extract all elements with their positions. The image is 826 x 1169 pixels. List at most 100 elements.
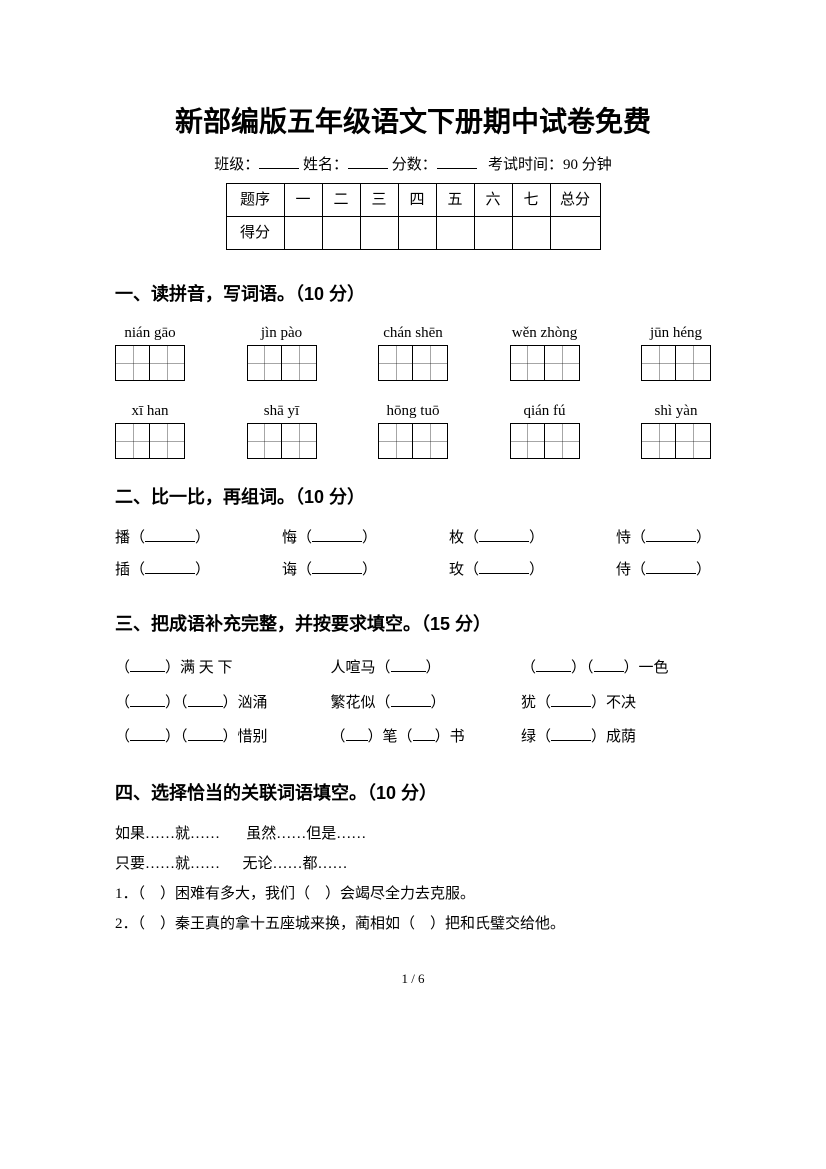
blank[interactable] xyxy=(479,528,529,542)
write-box[interactable] xyxy=(247,345,317,381)
page-footer: 1 / 6 xyxy=(115,969,711,990)
pinyin-label: hōng tuō xyxy=(387,399,440,423)
cell-header: 题序 xyxy=(226,183,284,216)
class-label: 班级： xyxy=(214,157,259,173)
section-3-title: 三、把成语补充完整，并按要求填空。（15 分） xyxy=(115,610,711,639)
name-blank[interactable] xyxy=(348,155,388,169)
blank[interactable] xyxy=(646,528,696,542)
score-blank[interactable] xyxy=(437,155,477,169)
write-box[interactable] xyxy=(115,423,185,459)
cell-blank[interactable] xyxy=(550,216,600,249)
cell-blank[interactable] xyxy=(322,216,360,249)
blank[interactable] xyxy=(594,658,624,672)
blank[interactable] xyxy=(551,693,591,707)
write-box[interactable] xyxy=(247,423,317,459)
write-box[interactable] xyxy=(115,345,185,381)
blank[interactable] xyxy=(312,528,362,542)
pinyin-group: xī han xyxy=(115,399,185,459)
pinyin-group: wěn zhòng xyxy=(510,321,580,381)
cell-blank[interactable] xyxy=(474,216,512,249)
blank[interactable] xyxy=(312,560,362,574)
pinyin-label: shì yàn xyxy=(655,399,698,423)
pinyin-row-2: xī han shā yī hōng tuō qián fú shì yàn xyxy=(115,399,711,459)
section-4-title: 四、选择恰当的关联词语填空。（10 分） xyxy=(115,779,711,808)
score-label: 分数： xyxy=(392,157,437,173)
q3-item: （）笔（）书 xyxy=(331,720,506,755)
q2-item: 诲（） xyxy=(282,555,377,587)
pinyin-group: nián gāo xyxy=(115,321,185,381)
time-label: 考试时间：90 分钟 xyxy=(488,157,612,173)
cell-header: 得分 xyxy=(226,216,284,249)
name-label: 姓名： xyxy=(303,157,348,173)
pinyin-group: chán shēn xyxy=(378,321,448,381)
q2-item: 悔（） xyxy=(282,523,377,555)
write-box[interactable] xyxy=(378,423,448,459)
write-box[interactable] xyxy=(641,345,711,381)
blank[interactable] xyxy=(188,693,223,707)
cell-blank[interactable] xyxy=(360,216,398,249)
cell: 五 xyxy=(436,183,474,216)
q2-item: 插（） xyxy=(115,555,210,587)
cell-total: 总分 xyxy=(550,183,600,216)
cell: 七 xyxy=(512,183,550,216)
blank[interactable] xyxy=(391,693,431,707)
q3-item: （）满 天 下 xyxy=(115,651,315,686)
blank[interactable] xyxy=(145,560,195,574)
write-box[interactable] xyxy=(510,423,580,459)
cell: 二 xyxy=(322,183,360,216)
cell: 三 xyxy=(360,183,398,216)
cell-blank[interactable] xyxy=(512,216,550,249)
write-box[interactable] xyxy=(641,423,711,459)
class-blank[interactable] xyxy=(259,155,299,169)
page-title: 新部编版五年级语文下册期中试卷免费 xyxy=(115,100,711,145)
blank[interactable] xyxy=(188,727,223,741)
q3-item: （）（）汹涌 xyxy=(115,686,315,721)
q3-item: 绿（）成荫 xyxy=(521,720,711,755)
blank[interactable] xyxy=(413,727,435,741)
write-box[interactable] xyxy=(510,345,580,381)
blank[interactable] xyxy=(391,658,426,672)
pinyin-group: jūn héng xyxy=(641,321,711,381)
q3-item: （）（）一色 xyxy=(521,651,711,686)
blank[interactable] xyxy=(536,658,571,672)
q2-item: 侍（） xyxy=(616,555,711,587)
q4-opt: 只要……就…… xyxy=(115,856,220,872)
score-table: 题序 一 二 三 四 五 六 七 总分 得分 xyxy=(226,183,601,250)
q2-item: 恃（） xyxy=(616,523,711,555)
pinyin-label: xī han xyxy=(131,399,168,423)
table-row: 题序 一 二 三 四 五 六 七 总分 xyxy=(226,183,600,216)
q2-grid: 播（） 悔（） 枚（） 恃（） 插（） 诲（） 玫（） 侍（） xyxy=(115,523,711,586)
cell: 六 xyxy=(474,183,512,216)
cell-blank[interactable] xyxy=(284,216,322,249)
cell-blank[interactable] xyxy=(436,216,474,249)
blank[interactable] xyxy=(130,693,165,707)
cell-blank[interactable] xyxy=(398,216,436,249)
pinyin-label: wěn zhòng xyxy=(512,321,577,345)
blank[interactable] xyxy=(479,560,529,574)
q3-body: （）满 天 下 人喧马（） （）（）一色 （）（）汹涌 繁花似（） 犹（）不决 … xyxy=(115,651,711,755)
q4-body: 如果……就…… 虽然……但是…… 只要……就…… 无论……都…… 1．（ ）困难… xyxy=(115,819,711,939)
table-row: 得分 xyxy=(226,216,600,249)
q4-opt: 如果……就…… xyxy=(115,826,220,842)
q4-line-2: 2．（ ）秦王真的拿十五座城来换，蔺相如（ ）把和氏璧交给他。 xyxy=(115,909,711,939)
blank[interactable] xyxy=(130,727,165,741)
blank[interactable] xyxy=(346,727,368,741)
pinyin-label: nián gāo xyxy=(124,321,175,345)
pinyin-label: shā yī xyxy=(264,399,299,423)
blank[interactable] xyxy=(646,560,696,574)
blank[interactable] xyxy=(145,528,195,542)
write-box[interactable] xyxy=(378,345,448,381)
pinyin-row-1: nián gāo jìn pào chán shēn wěn zhòng jūn… xyxy=(115,321,711,381)
q2-item: 枚（） xyxy=(449,523,544,555)
pinyin-label: jìn pào xyxy=(261,321,302,345)
q4-options-1: 如果……就…… 虽然……但是…… xyxy=(115,819,711,849)
blank[interactable] xyxy=(130,658,165,672)
cell: 四 xyxy=(398,183,436,216)
q2-item: 播（） xyxy=(115,523,210,555)
blank[interactable] xyxy=(551,727,591,741)
pinyin-group: shì yàn xyxy=(641,399,711,459)
q2-item: 玫（） xyxy=(449,555,544,587)
pinyin-label: chán shēn xyxy=(383,321,443,345)
pinyin-group: shā yī xyxy=(247,399,317,459)
q4-opt: 虽然……但是…… xyxy=(246,826,366,842)
